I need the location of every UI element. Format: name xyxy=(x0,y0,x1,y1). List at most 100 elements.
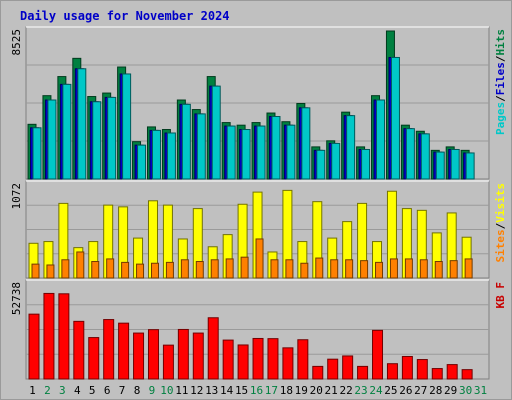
bar-pages-day-16 xyxy=(256,125,266,180)
x-tick-label: 8 xyxy=(134,384,141,397)
bar-kb-f-day-8 xyxy=(133,332,145,380)
bar-kb-f-day-17 xyxy=(267,338,279,380)
x-tick-label: 9 xyxy=(149,384,156,397)
bar-sites-day-28 xyxy=(434,261,443,279)
x-tick-label: 17 xyxy=(265,384,278,397)
bar-pages-day-25 xyxy=(390,56,400,180)
x-tick-label: 22 xyxy=(339,384,352,397)
bar-pages-day-5 xyxy=(92,101,102,180)
bar-sites-day-16 xyxy=(255,238,264,279)
bar-sites-day-23 xyxy=(360,260,369,279)
bar-pages-day-28 xyxy=(435,151,445,180)
bar-pages-day-12 xyxy=(196,113,206,180)
x-tick-label: 7 xyxy=(119,384,126,397)
bar-sites-day-7 xyxy=(121,261,130,279)
bar-sites-day-30 xyxy=(464,258,473,279)
legend-entry: Sites xyxy=(494,229,507,262)
x-tick-label: 6 xyxy=(104,384,111,397)
bar-pages-day-9 xyxy=(151,129,161,180)
x-tick-label: 28 xyxy=(429,384,442,397)
bar-pages-day-23 xyxy=(361,148,371,180)
chart-panels: 8525Pages/Files/Hits1072Sites/Visits5273… xyxy=(10,26,507,397)
x-tick-label: 12 xyxy=(190,384,203,397)
legend-kilobytes: KB F xyxy=(494,282,507,309)
bar-pages-day-4 xyxy=(77,68,87,180)
x-tick-label: 13 xyxy=(205,384,218,397)
legend-entry: Files xyxy=(494,62,507,95)
x-tick-label: 19 xyxy=(295,384,308,397)
bar-pages-day-13 xyxy=(211,85,221,180)
bar-pages-day-24 xyxy=(376,99,386,180)
bar-sites-day-25 xyxy=(389,258,398,279)
bar-pages-day-2 xyxy=(47,99,57,180)
legend-visits-sites: Sites/Visits xyxy=(494,183,507,263)
legend-pages-files-hits: Pages/Files/Hits xyxy=(494,29,507,135)
panel-visits-sites: 1072 Sites/Visits xyxy=(10,180,507,279)
x-tick-label: 29 xyxy=(444,384,457,397)
x-tick-label: 20 xyxy=(310,384,323,397)
bar-pages-day-14 xyxy=(226,125,236,180)
bar-kb-f-day-27 xyxy=(416,359,428,380)
x-tick-label: 11 xyxy=(175,384,188,397)
bar-kb-f-day-16 xyxy=(252,337,264,380)
bar-pages-day-30 xyxy=(465,152,475,180)
x-tick-label: 16 xyxy=(250,384,263,397)
bar-sites-day-19 xyxy=(300,262,309,279)
bar-kb-f-day-26 xyxy=(401,355,413,380)
bar-sites-day-11 xyxy=(180,259,189,279)
bar-kb-f-day-28 xyxy=(431,368,443,380)
x-tick-label: 18 xyxy=(280,384,293,397)
bar-sites-day-9 xyxy=(150,262,159,279)
bar-kb-f-day-19 xyxy=(297,339,309,380)
bar-sites-day-29 xyxy=(449,260,458,279)
bar-pages-day-6 xyxy=(107,96,117,180)
bar-pages-day-22 xyxy=(346,115,356,180)
bar-sites-day-13 xyxy=(210,259,219,279)
y-max-label: 1072 xyxy=(10,183,23,210)
bar-sites-day-15 xyxy=(240,256,249,279)
bar-pages-day-19 xyxy=(301,107,311,180)
y-max-label: 8525 xyxy=(10,29,23,56)
panel-kilobytes: 52738 KB F xyxy=(10,279,507,380)
bar-kb-f-day-14 xyxy=(222,339,234,380)
legend-entry: KB F xyxy=(494,282,507,309)
legend-entry: / xyxy=(494,222,507,229)
bar-sites-day-2 xyxy=(46,264,55,279)
bar-pages-day-27 xyxy=(420,133,430,180)
bar-kb-f-day-5 xyxy=(88,337,100,380)
x-tick-label: 5 xyxy=(89,384,96,397)
bar-sites-day-5 xyxy=(91,261,100,279)
bar-pages-day-18 xyxy=(286,124,296,180)
bar-sites-day-27 xyxy=(419,259,428,279)
x-tick-label: 10 xyxy=(160,384,173,397)
bar-sites-day-17 xyxy=(270,259,279,279)
legend-entry: Pages xyxy=(494,102,507,135)
bar-kb-f-day-23 xyxy=(357,365,369,380)
bar-kb-f-day-6 xyxy=(103,319,115,380)
bar-kb-f-day-10 xyxy=(162,344,174,380)
x-tick-label: 3 xyxy=(59,384,66,397)
bar-pages-day-17 xyxy=(271,116,281,180)
x-tick-label: 25 xyxy=(384,384,397,397)
bar-pages-day-10 xyxy=(166,132,176,180)
legend-entry: / xyxy=(494,55,507,62)
legend-entry: / xyxy=(494,95,507,102)
x-tick-label: 21 xyxy=(325,384,338,397)
x-tick-label: 14 xyxy=(220,384,234,397)
bar-kb-f-day-21 xyxy=(327,358,339,380)
panel-pages-files-hits: 8525 Pages/Files/Hits xyxy=(10,26,507,180)
bar-sites-day-18 xyxy=(285,259,294,279)
bar-sites-day-12 xyxy=(195,261,204,279)
bar-pages-day-21 xyxy=(331,142,341,180)
x-tick-label: 26 xyxy=(399,384,412,397)
bar-sites-day-1 xyxy=(31,263,40,279)
chart-title: Daily usage for November 2024 xyxy=(20,9,230,23)
x-tick-label: 4 xyxy=(74,384,81,397)
bar-kb-f-day-7 xyxy=(118,322,130,380)
x-tick-label: 24 xyxy=(369,384,383,397)
bar-sites-day-24 xyxy=(375,261,384,279)
bar-kb-f-day-18 xyxy=(282,347,294,380)
bar-kb-f-day-2 xyxy=(43,292,55,380)
bar-kb-f-day-25 xyxy=(386,363,398,380)
bar-kb-f-day-24 xyxy=(372,329,384,380)
